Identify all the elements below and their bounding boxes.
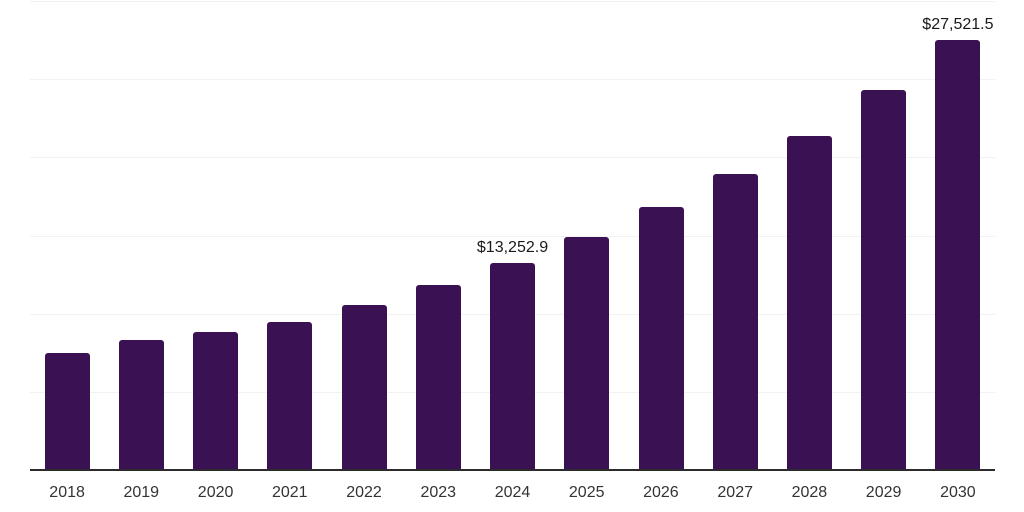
plot-area: $13,252.9 $27,521.5 [30, 1, 995, 470]
bar-2027 [712, 174, 758, 470]
data-label-2024: $13,252.9 [476, 239, 549, 256]
bar-2028 [786, 136, 832, 470]
bar-2029 [861, 90, 907, 470]
x-tick-label-2029: 2029 [865, 484, 902, 501]
data-label-2030: $27,521.5 [922, 16, 994, 33]
x-tick-label-2027: 2027 [717, 484, 753, 501]
bar-2022 [341, 305, 387, 470]
bar-2025 [564, 237, 610, 470]
x-axis-tick-labels: 2018 2019 2020 2021 2022 2023 2024 2025 2026 2027… [30, 484, 995, 504]
x-tick-label-2019: 2019 [123, 484, 160, 501]
x-tick-label-2022: 2022 [346, 484, 382, 501]
bar-2020 [193, 332, 239, 470]
bar-2023 [415, 285, 461, 470]
bar-2024 [490, 263, 535, 470]
x-tick-label-2021: 2021 [271, 484, 308, 501]
x-tick-label-2024: 2024 [494, 484, 531, 501]
bar-2018 [44, 353, 90, 470]
bar-2030 [935, 40, 981, 470]
gridline-20000 [30, 157, 995, 158]
gridline-25000 [30, 79, 995, 80]
x-tick-label-2028: 2028 [791, 484, 828, 501]
gridline-30000 [30, 1, 995, 2]
x-tick-label-2030: 2030 [940, 484, 976, 501]
bar-2019 [118, 340, 164, 470]
x-tick-label-2018: 2018 [49, 484, 85, 501]
x-tick-label-2023: 2023 [420, 484, 457, 501]
x-tick-label-2026: 2026 [643, 484, 679, 501]
bar-2026 [638, 207, 684, 470]
x-axis-line [30, 469, 995, 471]
bar-2021 [267, 322, 313, 470]
x-tick-label-2025: 2025 [568, 484, 605, 501]
x-tick-label-2020: 2020 [197, 484, 234, 501]
gridline-15000 [30, 236, 995, 237]
